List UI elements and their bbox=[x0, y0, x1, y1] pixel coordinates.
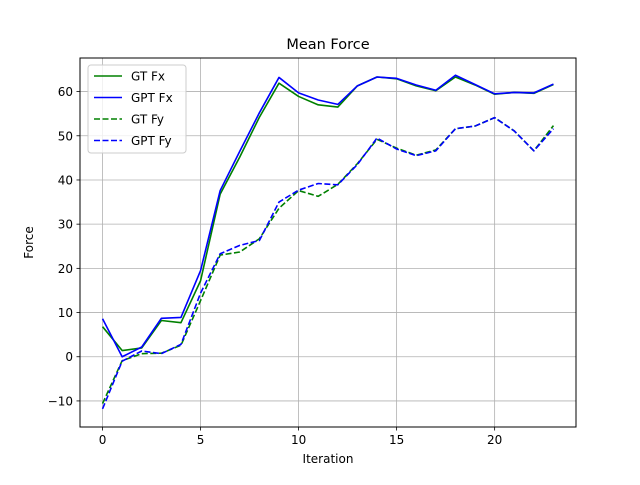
y-tick-label: 20 bbox=[58, 262, 73, 276]
axis-ticks: 0 5 10 15 20 −10 0 10 20 30 40 50 60 bbox=[48, 85, 503, 447]
chart-title: Mean Force bbox=[286, 37, 369, 53]
y-tick-label: 30 bbox=[58, 218, 73, 232]
x-tick-label: 5 bbox=[197, 433, 205, 447]
y-tick-label: 10 bbox=[58, 306, 73, 320]
series-line-gpt-fx bbox=[101, 74, 554, 358]
y-tick-label: 60 bbox=[58, 85, 73, 99]
legend: GT Fx GPT Fx GT Fy GPT Fy bbox=[87, 64, 187, 154]
series-lines bbox=[101, 74, 555, 410]
legend-label: GT Fx bbox=[131, 70, 165, 84]
y-axis-label: Force bbox=[22, 226, 36, 258]
y-tick-label: 40 bbox=[58, 173, 73, 187]
x-tick-label: 15 bbox=[389, 433, 404, 447]
x-axis-label: Iteration bbox=[303, 452, 354, 466]
plot-frame bbox=[79, 57, 577, 428]
x-tick-label: 10 bbox=[291, 433, 306, 447]
x-tick-label: 0 bbox=[99, 433, 107, 447]
series-line-gpt-fy bbox=[101, 116, 555, 410]
legend-label: GPT Fx bbox=[131, 91, 173, 105]
y-tick-label: 50 bbox=[58, 129, 73, 143]
y-tick-label: 0 bbox=[65, 350, 73, 364]
legend-label: GPT Fy bbox=[131, 134, 172, 148]
legend-label: GT Fy bbox=[131, 113, 164, 127]
y-tick-label: −10 bbox=[48, 394, 73, 408]
grid-lines bbox=[80, 58, 576, 427]
legend-box bbox=[87, 64, 187, 154]
x-tick-label: 20 bbox=[487, 433, 502, 447]
